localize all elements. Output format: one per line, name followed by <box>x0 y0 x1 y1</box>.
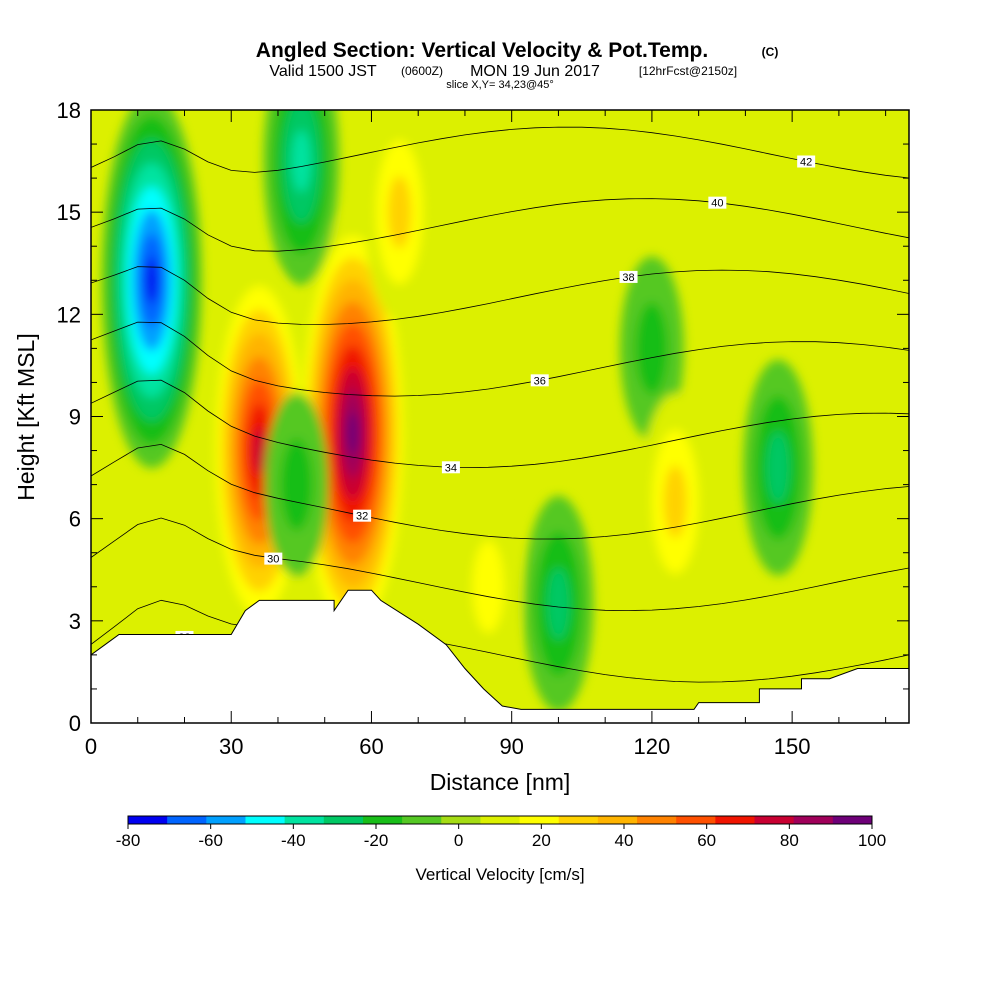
colorbar-swatch-8 <box>441 816 481 824</box>
theta-label-bg-42 <box>797 155 816 168</box>
chart-title-units: (C) <box>762 45 779 59</box>
valid-zulu: (0600Z) <box>401 64 443 78</box>
theta-contour-40 <box>91 198 909 252</box>
theta-label-bg-30 <box>264 552 283 565</box>
terrain-mask <box>91 589 909 723</box>
colorbar-tick-label--60: -60 <box>198 831 223 850</box>
colorbar-label: Vertical Velocity [cm/s] <box>415 865 584 884</box>
vertical-velocity-field: 2830323436384042 <box>91 110 909 723</box>
colorbar-tick-label-40: 40 <box>615 831 634 850</box>
colorbar-tick-label--80: -80 <box>116 831 141 850</box>
velocity-feature-2-level-10 <box>347 411 359 456</box>
colorbar-swatch-13 <box>637 816 677 824</box>
theta-label-42: 42 <box>800 157 812 169</box>
colorbar-swatch-6 <box>362 816 403 824</box>
x-tick-label-60: 60 <box>359 734 383 759</box>
y-tick-label-15: 15 <box>57 200 81 225</box>
theta-contour-38 <box>91 266 909 325</box>
theta-label-bg-40 <box>708 196 727 209</box>
y-tick-label-0: 0 <box>69 711 81 736</box>
theta-contour-32 <box>91 443 909 540</box>
colorbar-swatch-5 <box>323 816 364 824</box>
x-tick-label-30: 30 <box>219 734 243 759</box>
velocity-feature-7-level-3 <box>766 431 790 504</box>
velocity-feature-10-level-3 <box>387 176 412 249</box>
y-tick-label-9: 9 <box>69 405 81 430</box>
colorbar-swatch-12 <box>597 816 638 824</box>
y-axis-label: Height [Kft MSL] <box>13 333 39 500</box>
colorbar-swatch-9 <box>480 816 521 824</box>
colorbar-swatch-2 <box>206 816 246 824</box>
velocity-feature-9-level-2 <box>472 540 505 633</box>
colorbar-swatch-18 <box>832 816 873 824</box>
colorbar-swatch-3 <box>245 816 286 824</box>
colorbar-tick-label-80: 80 <box>780 831 799 850</box>
colorbar-swatch-11 <box>558 816 599 824</box>
y-tick-label-18: 18 <box>57 98 81 123</box>
theta-label-bg-38 <box>619 270 638 283</box>
theta-label-30: 30 <box>267 554 279 566</box>
slice-info: slice X,Y= 34,23@45° <box>446 79 554 91</box>
x-tick-label-90: 90 <box>499 734 523 759</box>
velocity-feature-3-level-4 <box>291 130 311 193</box>
colorbar-tick-label--40: -40 <box>281 831 306 850</box>
colorbar-tick-label-0: 0 <box>454 831 463 850</box>
theta-label-40: 40 <box>711 198 723 210</box>
theta-label-34: 34 <box>445 462 457 474</box>
y-tick-label-12: 12 <box>57 302 81 327</box>
x-tick-label-120: 120 <box>634 734 671 759</box>
y-tick-label-6: 6 <box>69 507 81 532</box>
colorbar-frame <box>127 815 873 825</box>
colorbar-tick-label-100: 100 <box>858 831 886 850</box>
colorbar-tick-label-60: 60 <box>697 831 716 850</box>
colorbar-swatch-14 <box>676 816 716 824</box>
forecast-info: [12hrFcst@2150z] <box>639 64 737 78</box>
chart-title: Angled Section: Vertical Velocity & Pot.… <box>256 39 708 62</box>
theta-label-bg-34 <box>441 461 460 474</box>
theta-contour-42 <box>91 126 909 179</box>
velocity-feature-1-level-8 <box>253 427 266 475</box>
theta-label-38: 38 <box>622 272 634 284</box>
colorbar-swatch-10 <box>519 816 560 824</box>
colorbar-swatch-0 <box>128 816 168 824</box>
colorbar: -80 -60 -40 -20 0 20 40 60 80 100 <box>116 815 886 850</box>
velocity-feature-5-level-3 <box>546 567 571 640</box>
theta-contour-34 <box>91 379 909 469</box>
valid-date: MON 19 Jun 2017 <box>470 63 600 80</box>
y-tick-label-3: 3 <box>69 609 81 634</box>
colorbar-tick-label-20: 20 <box>532 831 551 850</box>
theta-contour-30 <box>91 517 909 612</box>
colorbar-swatch-17 <box>793 816 834 824</box>
theta-label-bg-32 <box>353 509 372 522</box>
x-tick-label-150: 150 <box>774 734 811 759</box>
x-tick-label-0: 0 <box>85 734 97 759</box>
colorbar-swatch-4 <box>284 816 325 824</box>
colorbar-swatch-7 <box>402 816 442 824</box>
velocity-feature-0-level-8 <box>145 256 159 304</box>
valid-time: Valid 1500 JST <box>269 63 377 80</box>
velocity-feature-6-level-2 <box>635 302 668 395</box>
velocity-feature-8-level-3 <box>663 465 687 538</box>
theta-label-36: 36 <box>534 375 546 387</box>
colorbar-swatch-16 <box>754 816 795 824</box>
theta-label-32: 32 <box>356 511 368 523</box>
theta-contour-36 <box>91 321 909 397</box>
theta-label-bg-36 <box>530 374 549 387</box>
velocity-feature-4-level-2 <box>280 438 313 531</box>
colorbar-tick-label--20: -20 <box>364 831 389 850</box>
colorbar-swatch-1 <box>167 816 207 824</box>
x-axis-label: Distance [nm] <box>430 769 571 795</box>
theta-contour-28 <box>91 599 909 683</box>
colorbar-swatch-15 <box>715 816 756 824</box>
